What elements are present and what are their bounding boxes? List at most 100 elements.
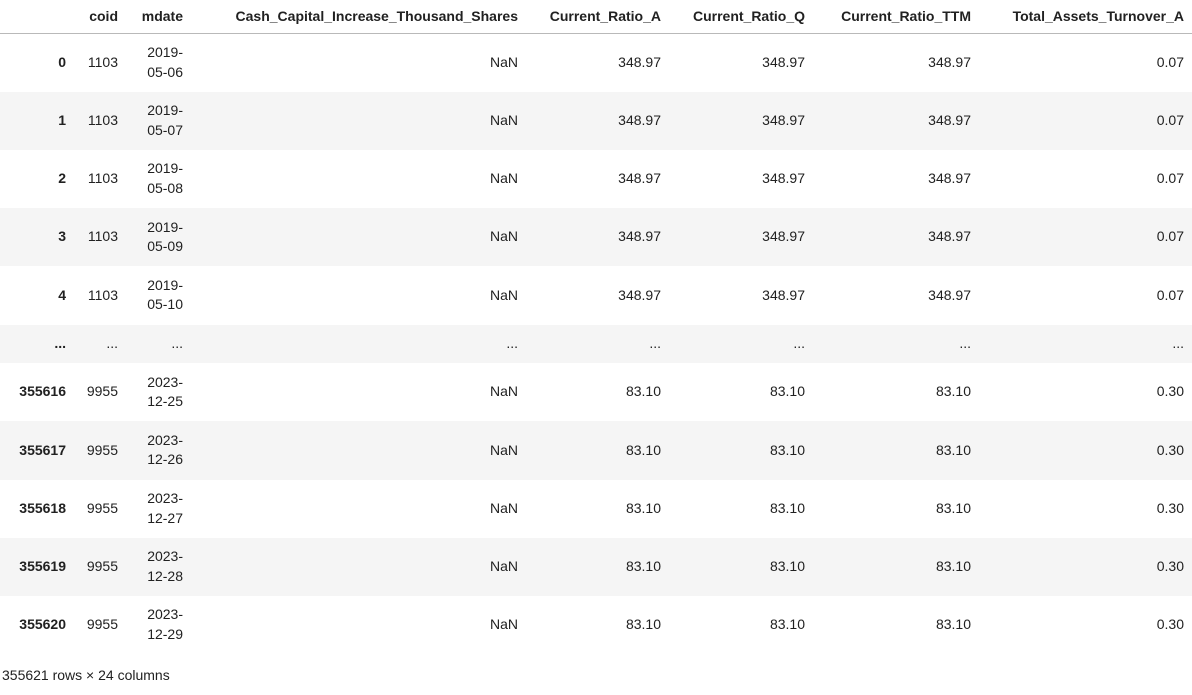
data-cell-cash_capital_increase_thousand_shares: NaN (489, 53, 518, 70)
table-header: coid mdate Cash_Capital_Increase_Thousand_… (0, 0, 1192, 34)
data-cell-current_ratio_ttm: 348.97 (928, 170, 971, 187)
data-cell-coid: 9955 (86, 499, 118, 516)
data-cell-coid: 9955 (86, 557, 118, 574)
data-cell-current_ratio_q: 83.10 (769, 616, 805, 633)
data-cell-coid: 1103 (87, 53, 118, 70)
data-cell-mdate: 2019-05-06 (147, 44, 183, 80)
data-cell-mdate: 2023-12-26 (147, 431, 183, 468)
data-cell-current_ratio_a: 348.97 (618, 228, 661, 245)
row-index-cell: 0 (58, 53, 66, 70)
data-cell-mdate: ... (171, 335, 183, 352)
table-row: 355617 9955 2023-12-26 NaN 83.10 83.10 83.10 0.… (0, 421, 1192, 480)
data-cell-current_ratio_q: 348.97 (762, 286, 805, 303)
data-cell-total_assets_turnover_a: 0.30 (1156, 383, 1184, 400)
column-header-total_assets_turnover_a: Total_Assets_Turnover_A (979, 0, 1192, 34)
row-index-cell: 355618 (19, 499, 66, 516)
data-cell-current_ratio_a: 83.10 (625, 616, 661, 633)
data-cell-coid: 1103 (87, 170, 118, 187)
data-cell-current_ratio_q: 348.97 (762, 228, 805, 245)
data-cell-coid: 9955 (86, 441, 118, 458)
data-cell-current_ratio_q: 83.10 (769, 499, 805, 516)
data-cell-current_ratio_ttm: 83.10 (935, 557, 971, 574)
column-header-mdate: mdate (126, 0, 191, 34)
data-cell-current_ratio_a: ... (649, 335, 661, 352)
data-cell-coid: 1103 (87, 112, 118, 129)
data-cell-current_ratio_a: 83.10 (625, 499, 661, 516)
data-cell-current_ratio_ttm: ... (959, 335, 971, 352)
data-cell-cash_capital_increase_thousand_shares: NaN (489, 557, 518, 574)
data-cell-current_ratio_ttm: 348.97 (928, 228, 971, 245)
data-cell-current_ratio_ttm: 83.10 (935, 499, 971, 516)
data-cell-mdate: 2023-12-28 (147, 548, 183, 584)
data-cell-current_ratio_ttm: 348.97 (928, 286, 971, 303)
data-cell-coid: 1103 (87, 286, 118, 303)
data-cell-current_ratio_ttm: 83.10 (935, 441, 971, 458)
data-cell-mdate: 2019-05-08 (147, 160, 183, 197)
table-row: 355619 9955 2023-12-28 NaN 83.10 83.10 83.10 0.… (0, 537, 1192, 596)
data-cell-current_ratio_a: 348.97 (618, 170, 661, 187)
data-cell-current_ratio_q: 348.97 (762, 53, 805, 70)
data-cell-mdate: 2019-05-09 (147, 218, 183, 255)
row-index-cell: 4 (58, 286, 66, 303)
data-cell-cash_capital_increase_thousand_shares: NaN (489, 441, 518, 458)
table-row: 0 1103 2019-05-06 NaN 348.97 348.97 348.97 0.07 (0, 33, 1192, 92)
data-cell-coid: ... (106, 335, 118, 352)
data-cell-mdate: 2023-12-27 (147, 490, 183, 526)
row-index-cell: 3 (58, 228, 66, 245)
dimensions-summary: 355621 rows × 24 columns (2, 667, 170, 684)
data-cell-current_ratio_a: 83.10 (625, 557, 661, 574)
data-cell-cash_capital_increase_thousand_shares: NaN (489, 499, 518, 516)
row-index-cell: 355616 (19, 383, 66, 400)
row-index-cell: ... (54, 335, 66, 352)
data-cell-current_ratio_a: 83.10 (625, 441, 661, 458)
column-header-cash_capital_increase_thousand_shares: Cash_Capital_Increase_Thousand_Shares (191, 0, 526, 34)
index-column-header (0, 0, 74, 34)
table-body: 0 1103 2019-05-06 NaN 348.97 348.97 348.97 0.07… (0, 33, 1192, 654)
column-header-current_ratio_a: Current_Ratio_A (526, 0, 669, 34)
data-cell-total_assets_turnover_a: 0.07 (1156, 286, 1184, 303)
table-row: 1 1103 2019-05-07 NaN 348.97 348.97 348.97 0.07 (0, 91, 1192, 150)
data-cell-current_ratio_q: 348.97 (762, 112, 805, 129)
data-cell-current_ratio_a: 348.97 (618, 112, 661, 129)
row-index-cell: 355620 (19, 616, 66, 633)
data-cell-total_assets_turnover_a: ... (1172, 335, 1184, 352)
data-cell-current_ratio_ttm: 348.97 (928, 112, 971, 129)
data-cell-cash_capital_increase_thousand_shares: ... (506, 335, 518, 352)
data-cell-current_ratio_ttm: 348.97 (928, 53, 971, 70)
data-cell-cash_capital_increase_thousand_shares: NaN (489, 383, 518, 400)
data-cell-mdate: 2019-05-10 (147, 276, 183, 313)
data-cell-cash_capital_increase_thousand_shares: NaN (489, 112, 518, 129)
column-header-current_ratio_q: Current_Ratio_Q (669, 0, 813, 34)
table-row: 355620 9955 2023-12-29 NaN 83.10 83.10 83.10 0.… (0, 596, 1192, 654)
data-cell-current_ratio_ttm: 83.10 (935, 383, 971, 400)
truncation-row: ........................ (0, 324, 1192, 364)
dataframe-table: coid mdate Cash_Capital_Increase_Thousand_… (0, 0, 1192, 654)
column-header-current_ratio_ttm: Current_Ratio_TTM (813, 0, 979, 34)
data-cell-current_ratio_q: 83.10 (769, 557, 805, 574)
data-cell-current_ratio_ttm: 83.10 (935, 616, 971, 633)
data-cell-total_assets_turnover_a: 0.30 (1156, 499, 1184, 516)
data-cell-current_ratio_a: 83.10 (625, 383, 661, 400)
data-cell-coid: 9955 (86, 616, 118, 633)
data-cell-current_ratio_a: 348.97 (618, 286, 661, 303)
data-cell-cash_capital_increase_thousand_shares: NaN (489, 170, 518, 187)
data-cell-mdate: 2023-12-25 (147, 373, 183, 410)
row-index-cell: 2 (58, 170, 66, 187)
table-row: 355618 9955 2023-12-27 NaN 83.10 83.10 83.10 0.… (0, 480, 1192, 538)
data-cell-coid: 9955 (86, 383, 118, 400)
data-cell-total_assets_turnover_a: 0.30 (1156, 557, 1184, 574)
row-index-cell: 1 (58, 112, 66, 129)
header-row: coid mdate Cash_Capital_Increase_Thousand_… (0, 0, 1192, 34)
data-cell-cash_capital_increase_thousand_shares: NaN (489, 228, 518, 245)
data-cell-total_assets_turnover_a: 0.07 (1156, 228, 1184, 245)
data-cell-mdate: 2023-12-29 (147, 606, 183, 642)
data-cell-total_assets_turnover_a: 0.07 (1156, 53, 1184, 70)
data-cell-total_assets_turnover_a: 0.07 (1156, 170, 1184, 187)
row-index-cell: 355617 (19, 441, 66, 458)
data-cell-total_assets_turnover_a: 0.30 (1156, 441, 1184, 458)
data-cell-coid: 1103 (87, 228, 118, 245)
row-index-cell: 355619 (19, 557, 66, 574)
data-cell-total_assets_turnover_a: 0.30 (1156, 616, 1184, 633)
data-cell-cash_capital_increase_thousand_shares: NaN (489, 616, 518, 633)
